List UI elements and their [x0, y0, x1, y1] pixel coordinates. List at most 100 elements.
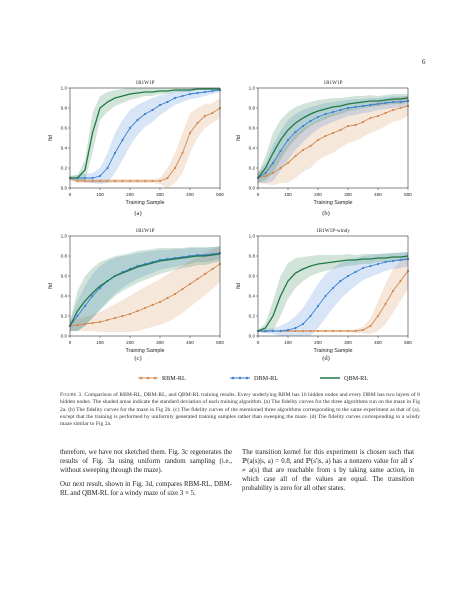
series-band — [70, 98, 220, 188]
data-point — [361, 120, 365, 124]
data-point — [384, 111, 387, 115]
data-point — [331, 131, 335, 135]
data-point — [316, 329, 320, 333]
data-point — [391, 100, 395, 104]
data-point — [384, 101, 387, 105]
data-point — [399, 279, 402, 283]
data-point — [158, 179, 162, 183]
data-point — [113, 151, 117, 155]
data-point — [166, 100, 169, 104]
y-tick-label: 0.0 — [249, 334, 256, 339]
data-point — [151, 179, 154, 183]
data-point — [324, 134, 327, 138]
series-band — [70, 247, 220, 331]
data-point — [121, 138, 124, 142]
y-axis-label: fid — [236, 135, 242, 141]
plot-frame — [257, 87, 409, 189]
data-point — [106, 166, 109, 170]
x-tick-label: 100 — [96, 192, 104, 197]
data-point — [346, 274, 350, 278]
data-point — [354, 270, 357, 274]
data-point — [376, 262, 380, 266]
data-point — [309, 144, 312, 148]
y-tick-label: 0.2 — [249, 314, 256, 319]
x-tick-label: 0 — [257, 192, 260, 197]
x-tick-label: 100 — [284, 192, 292, 197]
data-point — [188, 282, 192, 286]
data-point — [83, 176, 87, 180]
legend-label: RBM-RL — [162, 375, 186, 382]
y-tick-label: 0.0 — [249, 186, 256, 191]
series-band — [258, 94, 408, 183]
x-tick-label: 400 — [186, 340, 194, 345]
data-point — [294, 326, 297, 330]
data-point — [166, 296, 169, 300]
data-point — [106, 179, 109, 183]
data-point — [286, 161, 290, 165]
y-tick-label: 0.8 — [61, 106, 68, 111]
x-axis-label: Training Sample — [313, 348, 352, 354]
data-point — [264, 171, 267, 175]
y-tick-label: 1.0 — [61, 234, 68, 239]
x-tick-label: 0 — [69, 340, 72, 345]
figure-legend: RBM-RL DBM-RL QBM-RL — [110, 371, 400, 385]
x-tick-label: 300 — [344, 340, 352, 345]
data-point — [369, 116, 372, 120]
data-point — [196, 121, 199, 125]
y-tick-label: 0.8 — [249, 106, 256, 111]
series-line — [257, 97, 409, 179]
y-tick-label: 0.2 — [61, 314, 68, 319]
y-tick-label: 0.2 — [249, 166, 256, 171]
data-point — [301, 322, 305, 326]
data-point — [331, 286, 335, 290]
series-band — [70, 246, 220, 331]
data-point — [316, 115, 320, 119]
x-tick-label: 500 — [216, 340, 224, 345]
data-point — [309, 314, 312, 318]
y-tick-label: 0.2 — [61, 166, 68, 171]
x-tick-label: 300 — [156, 340, 164, 345]
chart-title: 1R1W1P-windy — [316, 228, 350, 234]
legend-marker — [139, 376, 143, 380]
data-point — [391, 289, 395, 293]
data-point — [376, 102, 380, 106]
x-tick-label: 300 — [156, 192, 164, 197]
y-tick-label: 0.8 — [249, 254, 256, 259]
data-point — [203, 114, 207, 118]
y-tick-label: 0.4 — [61, 146, 68, 151]
caption-text: Comparison of RBM-RL, DBM-RL, and QBM-RL… — [60, 392, 420, 428]
x-tick-label: 0 — [69, 192, 72, 197]
data-point — [151, 108, 154, 112]
data-point — [128, 126, 132, 130]
data-point — [98, 320, 102, 324]
x-tick-label: 200 — [314, 340, 322, 345]
data-point — [181, 287, 184, 291]
legend-marker — [146, 376, 150, 380]
data-point — [346, 106, 350, 110]
data-point — [354, 105, 357, 109]
series-band — [70, 88, 220, 184]
x-tick-label: 0 — [257, 340, 260, 345]
data-point — [271, 161, 275, 165]
data-point — [106, 318, 109, 322]
x-tick-label: 100 — [284, 340, 292, 345]
data-point — [143, 179, 147, 183]
data-point — [173, 166, 177, 170]
x-tick-label: 400 — [374, 340, 382, 345]
data-point — [91, 294, 94, 298]
data-point — [361, 328, 365, 332]
data-point — [264, 174, 267, 178]
y-axis-label: fid — [236, 283, 242, 289]
data-point — [113, 316, 117, 320]
panel-label-d: (d) — [322, 355, 330, 362]
data-point — [376, 114, 380, 118]
series-band — [258, 252, 408, 333]
data-point — [203, 90, 207, 94]
x-tick-label: 500 — [404, 340, 412, 345]
data-point — [309, 329, 312, 333]
data-point — [384, 302, 387, 306]
data-point — [173, 96, 177, 100]
plot-frame — [257, 235, 409, 337]
data-point — [181, 151, 184, 155]
data-point — [151, 303, 154, 307]
